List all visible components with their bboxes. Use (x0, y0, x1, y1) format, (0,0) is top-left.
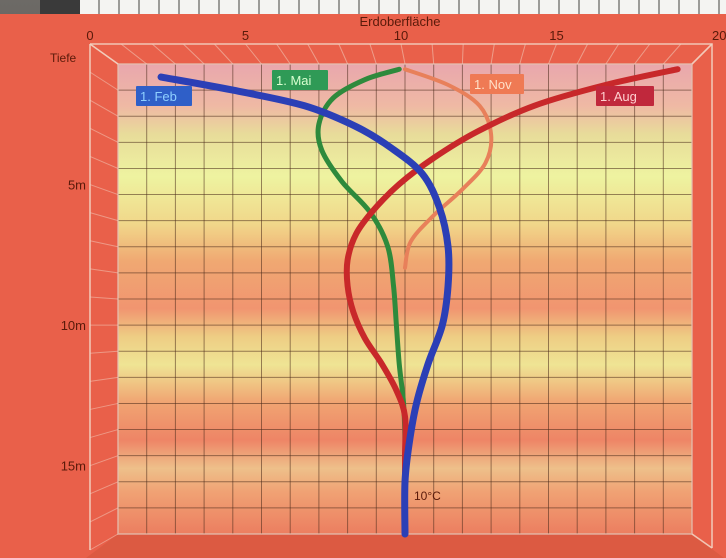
top-face-line (691, 43, 713, 65)
top-face-line (276, 43, 291, 65)
frame-corner-br (691, 533, 713, 549)
left-face-line (89, 481, 119, 495)
top-face-line (576, 43, 589, 65)
top-face-line (490, 43, 495, 65)
x-tick-label: 0 (86, 28, 93, 43)
legend-tag-mai (272, 70, 328, 90)
background-photo-top (80, 0, 726, 14)
series-layer (157, 66, 681, 538)
top-face-line (461, 43, 464, 65)
top-face-line (662, 43, 682, 65)
left-face-line (89, 507, 119, 523)
left-face-line (89, 71, 119, 91)
top-face-line (605, 43, 620, 65)
legend-tag-nov (470, 74, 524, 94)
y-tick-label: 15m (61, 459, 86, 474)
legend-label-nov: 1. Nov (474, 77, 512, 92)
top-face-line (431, 43, 435, 65)
top-face-line (548, 43, 557, 65)
x-tick-label: 15 (549, 28, 563, 43)
left-face-line (89, 429, 119, 439)
x-tick-layer: 0 5 10 15 20°C (86, 28, 726, 43)
left-face-line (89, 402, 119, 410)
top-face-line (151, 43, 176, 65)
left-face-line (89, 296, 119, 300)
legend-label-aug: 1. Aug (600, 89, 637, 104)
top-face-line (338, 43, 349, 65)
y-tick-label: 5m (68, 178, 86, 193)
left-face-line (89, 268, 119, 274)
left-face-line (89, 43, 119, 65)
top-face-line (519, 43, 526, 65)
legend-tag-aug (596, 86, 654, 106)
legend-label-mai: 1. Mai (276, 73, 312, 88)
top-face-line (307, 43, 320, 65)
left-face-line (89, 127, 119, 143)
series-line-aug (343, 66, 681, 537)
left-face-line (89, 533, 119, 551)
plot-floor-3d (86, 534, 724, 558)
y-axis-label: Tiefe (50, 51, 77, 65)
top-face-line (634, 43, 651, 65)
left-face-line (89, 376, 119, 382)
left-face-line (89, 99, 119, 117)
left-face-line (89, 212, 119, 222)
top-face-line (245, 43, 262, 65)
legend-tag-feb (136, 86, 192, 106)
x-tick-label: 10 (394, 28, 408, 43)
left-face-line (89, 240, 119, 248)
legend-layer: 1. Feb 1. Mai 1. Nov 1. Aug (136, 70, 654, 106)
left-face-line (89, 155, 119, 169)
top-face-line (182, 43, 205, 65)
top-face-line (120, 43, 148, 65)
left-face-line (89, 184, 119, 196)
y-tick-label: 10m (61, 318, 86, 333)
series-line-nov (403, 67, 494, 270)
chart-title: Erdoberfläche (360, 14, 441, 29)
top-face-line (369, 43, 377, 65)
top-face-line (400, 43, 406, 65)
x-tick-label: 20°C (712, 28, 726, 43)
top-face-line (214, 43, 234, 65)
y-tick-layer: 5m 10m 15m (61, 178, 86, 474)
left-face-line (89, 350, 119, 354)
series-line-feb (157, 73, 453, 538)
x-tick-label: 5 (242, 28, 249, 43)
annotation-10c: 10°C (414, 489, 441, 503)
left-face-line (89, 455, 119, 467)
legend-label-feb: 1. Feb (140, 89, 177, 104)
